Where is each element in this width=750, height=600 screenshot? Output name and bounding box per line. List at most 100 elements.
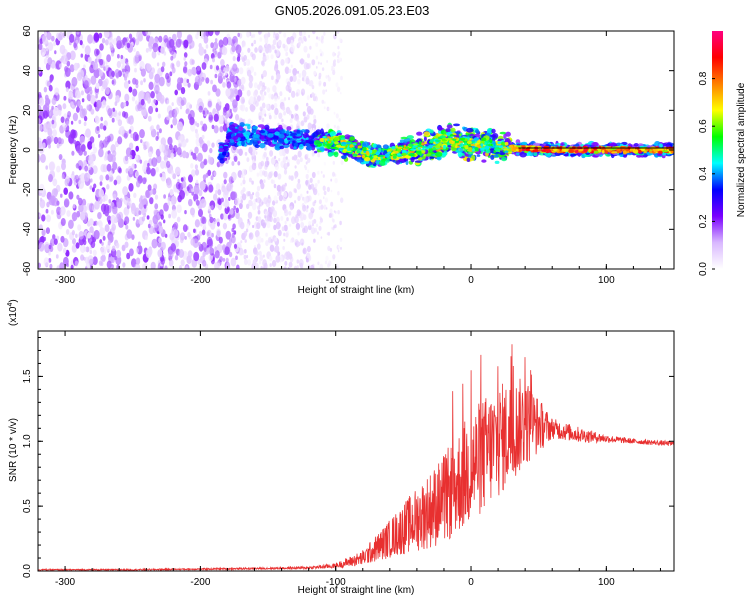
spectrogram-cell [334,178,338,184]
spectrogram-cell [300,212,305,221]
spectrogram-cell [340,197,344,203]
spectrogram-cell [273,135,279,141]
spectrogram-cell [90,94,96,105]
spectrogram-cell [154,194,159,200]
spectrogram-cell [235,207,239,214]
spectrogram-cell [315,183,318,187]
spectrogram-cell [291,90,296,98]
spectrogram-cell [51,105,54,110]
spectrogram-cell [38,241,45,252]
spectrogram-cell [318,80,322,86]
spectrogram-cell [275,221,281,230]
snr-y-tick-label: 1.0 [22,434,33,448]
spectrogram-cell [323,204,327,210]
spectrogram-cell [59,262,65,269]
spectrogram-cell [254,144,260,149]
spectrogram-cell [247,191,251,197]
spectrogram-cell [326,60,328,63]
spectrogram-cell [292,74,297,82]
spectrogram-cell [294,200,297,204]
colorbar: 0.00.20.40.60.8 Normalized spectral ampl… [698,31,747,276]
spectrogram-cell [141,216,146,222]
spectrogram-cell [194,164,198,170]
spectrogram-cell [122,68,125,73]
spectrogram-cell [75,89,81,99]
spectrogram-cell [324,260,328,265]
spectrogram-cell [297,70,299,74]
spectrogram-cell [340,246,342,250]
spectrogram-cell [126,42,131,49]
spectrogram-cell [48,84,53,92]
spectrogram-cell [238,125,244,132]
spectrogram-cell [172,117,178,126]
spectrogram-cell [290,133,298,136]
spectrogram-cell [278,133,285,139]
spectrogram-cell [131,234,135,240]
spectrogram-cell [210,79,214,85]
spectrogram-cell [49,77,53,83]
spectrogram-cell [90,75,97,85]
spectrogram-cell [255,129,261,135]
spectrogram-cell [289,223,292,227]
spectrogram-cell [72,203,76,209]
spectrogram-cell [81,198,87,207]
spectrogram-cell [205,77,210,84]
spectrogram-cell [446,138,452,141]
spectrogram-cell [244,239,247,243]
spectrogram-cell [333,210,336,213]
spectrogram-cell [373,155,378,159]
spectrogram-cell [166,99,170,104]
spectrogram-cell [86,105,90,111]
spectrogram-cell [70,120,74,125]
spectrogram-cell [104,224,110,233]
spectrogram-cell [39,110,45,121]
spectrogram-cell [135,180,141,188]
spectrogram-cell [112,193,117,200]
spectrogram-cell [241,249,245,256]
spectrogram-cell [306,63,310,70]
spectrogram-cell [98,32,103,39]
spectrogram-cell [283,191,288,198]
spectrogram-cell [344,134,351,140]
spectrogram-cell [40,235,45,244]
spectrogram-cell [349,144,354,149]
spectrogram-cell [41,229,46,237]
spectrogram-cell [334,136,339,141]
spectrogram-cell [144,235,148,241]
spectrogram-cell [217,98,221,104]
spectrogram-cell [155,107,159,113]
spectrogram-cell [66,210,71,217]
spectrogram-cell [103,120,108,127]
spectrogram-cell [124,241,129,248]
spectrogram-cell [282,106,286,111]
spectrogram-cell [316,231,319,235]
spectrogram-cell [223,179,227,185]
spectrogram-cell [226,36,232,46]
spectrogram-cell [83,246,87,252]
spectrogram-cell [266,221,271,229]
spectrogram-cell [46,135,52,146]
spectrogram-cell [149,197,154,205]
spectrogram-cell [309,141,314,145]
spectrogram-cell [238,148,243,156]
spectrogram-cell [181,150,187,159]
spectrogram-cell [73,62,79,71]
spectrogram-cell [245,58,251,67]
spectrogram-cell [43,257,50,267]
spectrogram-cell [301,38,304,43]
spectrogram-cell [153,99,157,104]
spectrogram-cell [283,266,287,269]
spectrogram-cell [185,190,189,197]
spectrogram-cell [134,79,139,86]
spectrogram-cell [183,52,188,58]
spectrogram-cell [235,114,240,121]
spectrogram-cell [65,80,71,90]
spectrogram-cell [92,165,98,175]
spectrogram-cell [112,150,117,158]
spectrogram-cell [372,158,377,161]
spectrogram-cell [140,98,145,106]
spectrogram-cell [195,199,200,206]
spectrogram-cell [142,263,146,269]
spectrogram-cell [290,114,294,119]
spectrogram-cell [209,64,213,70]
